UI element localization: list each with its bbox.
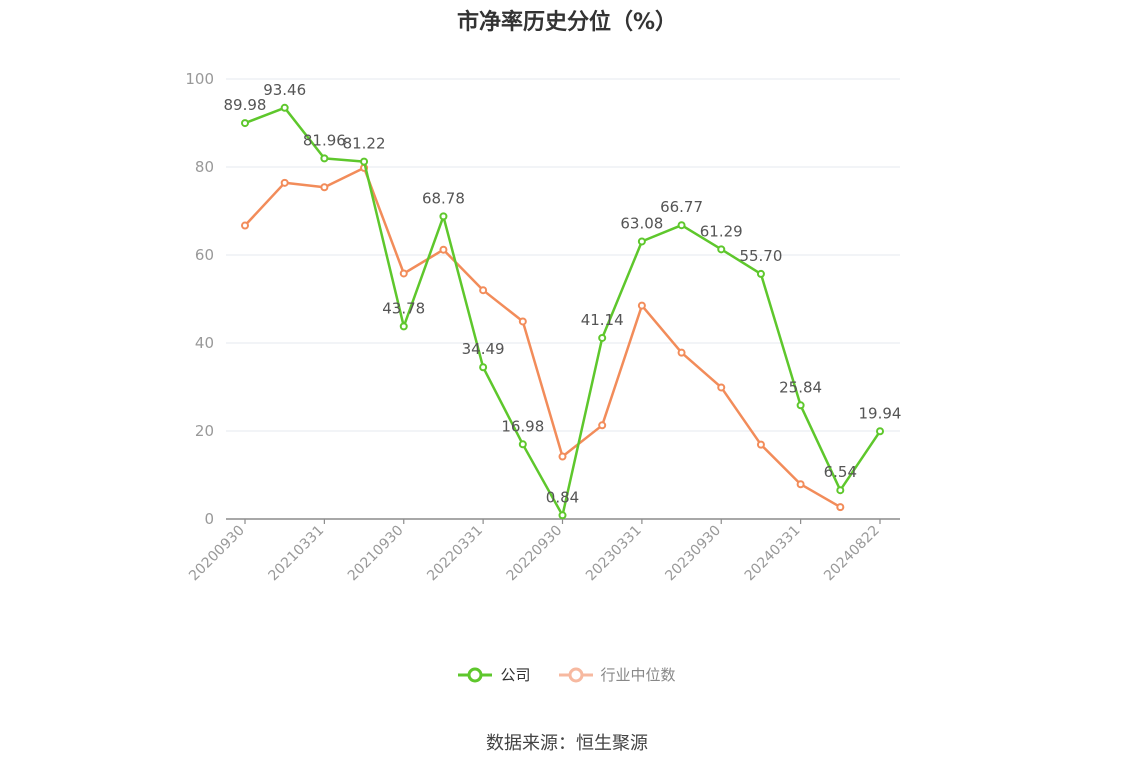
data-label: 66.77 — [660, 198, 703, 216]
y-tick-label: 80 — [195, 158, 214, 176]
data-label: 41.14 — [581, 311, 624, 329]
company-data-point — [677, 221, 686, 230]
legend-label-industry: 行业中位数 — [600, 666, 676, 684]
x-tick-label: 20230930 — [662, 523, 724, 585]
industry-data-point — [320, 183, 329, 192]
industry-data-point — [479, 286, 488, 295]
company-data-point — [558, 511, 567, 520]
company-data-point — [439, 212, 448, 221]
company-data-point — [598, 333, 607, 342]
industry-data-point — [637, 301, 646, 310]
x-tick-label: 20220930 — [504, 523, 566, 585]
company-data-point — [876, 427, 884, 436]
company-data-point — [717, 245, 726, 254]
x-tick-label: 20240822 — [821, 523, 883, 585]
y-tick-label: 60 — [195, 246, 214, 264]
legend-line-icon — [558, 667, 593, 682]
industry-data-point — [558, 452, 567, 461]
data-label: 93.46 — [263, 81, 306, 99]
industry-data-point — [717, 383, 726, 392]
company-data-point — [637, 237, 646, 246]
y-tick-label: 0 — [204, 510, 214, 528]
legend: 公司 行业中位数 — [0, 664, 1134, 685]
data-label: 63.08 — [620, 214, 663, 232]
line-chart: 0 20 40 60 80 100 20200930 20210331 20210930 2022… — [185, 70, 902, 585]
company-data-point — [399, 322, 408, 331]
x-tick-label: 20210331 — [265, 523, 327, 585]
x-tick-label: 20200930 — [186, 523, 248, 585]
legend-label-company: 公司 — [500, 666, 531, 684]
industry-data-point — [399, 269, 408, 278]
industry-data-point — [756, 440, 765, 449]
legend-item-company[interactable]: 公司 — [458, 664, 531, 685]
company-data-point — [320, 154, 329, 163]
y-tick-label: 40 — [195, 334, 214, 352]
y-tick-label: 20 — [195, 422, 214, 440]
data-label: 89.98 — [224, 96, 267, 114]
data-label: 43.78 — [382, 299, 425, 317]
industry-data-point — [796, 480, 805, 489]
industry-data-point — [280, 178, 289, 187]
industry-data-point — [677, 348, 686, 357]
data-label: 34.49 — [462, 340, 505, 358]
data-label: 55.70 — [739, 247, 782, 265]
x-tick-label: 20240331 — [742, 523, 804, 585]
company-data-point — [280, 103, 289, 112]
company-data-point — [241, 119, 249, 128]
company-data-point — [518, 440, 527, 449]
x-tick-label: 20210930 — [345, 523, 407, 585]
data-label: 6.54 — [824, 463, 857, 481]
data-label: 61.29 — [700, 222, 743, 240]
x-tick-label: 20230331 — [583, 523, 645, 585]
y-tick-label: 100 — [185, 70, 214, 88]
company-data-point — [360, 157, 369, 166]
data-label: 81.22 — [343, 135, 386, 153]
industry-data-point — [836, 503, 845, 512]
data-label: 68.78 — [422, 189, 465, 207]
data-label: 19.94 — [859, 404, 902, 422]
legend-line-icon — [458, 667, 493, 682]
data-label: 81.96 — [303, 131, 346, 149]
x-tick-label: 20220331 — [424, 523, 486, 585]
company-data-point — [836, 486, 845, 495]
company-data-point — [756, 269, 765, 278]
industry-data-point — [241, 221, 249, 230]
company-data-point — [479, 363, 488, 372]
chart-title: 市净率历史分位（%） — [456, 10, 678, 35]
company-data-point — [796, 401, 805, 410]
data-label: 25.84 — [779, 378, 822, 396]
industry-data-point — [598, 421, 607, 430]
data-source: 数据来源：恒生聚源 — [486, 733, 648, 754]
data-label: 16.98 — [501, 417, 544, 435]
data-label: 0.84 — [546, 488, 579, 506]
legend-item-industry[interactable]: 行业中位数 — [558, 664, 676, 685]
industry-data-point — [518, 317, 527, 326]
industry-data-point — [439, 245, 448, 254]
industry-series-line — [244, 166, 841, 509]
